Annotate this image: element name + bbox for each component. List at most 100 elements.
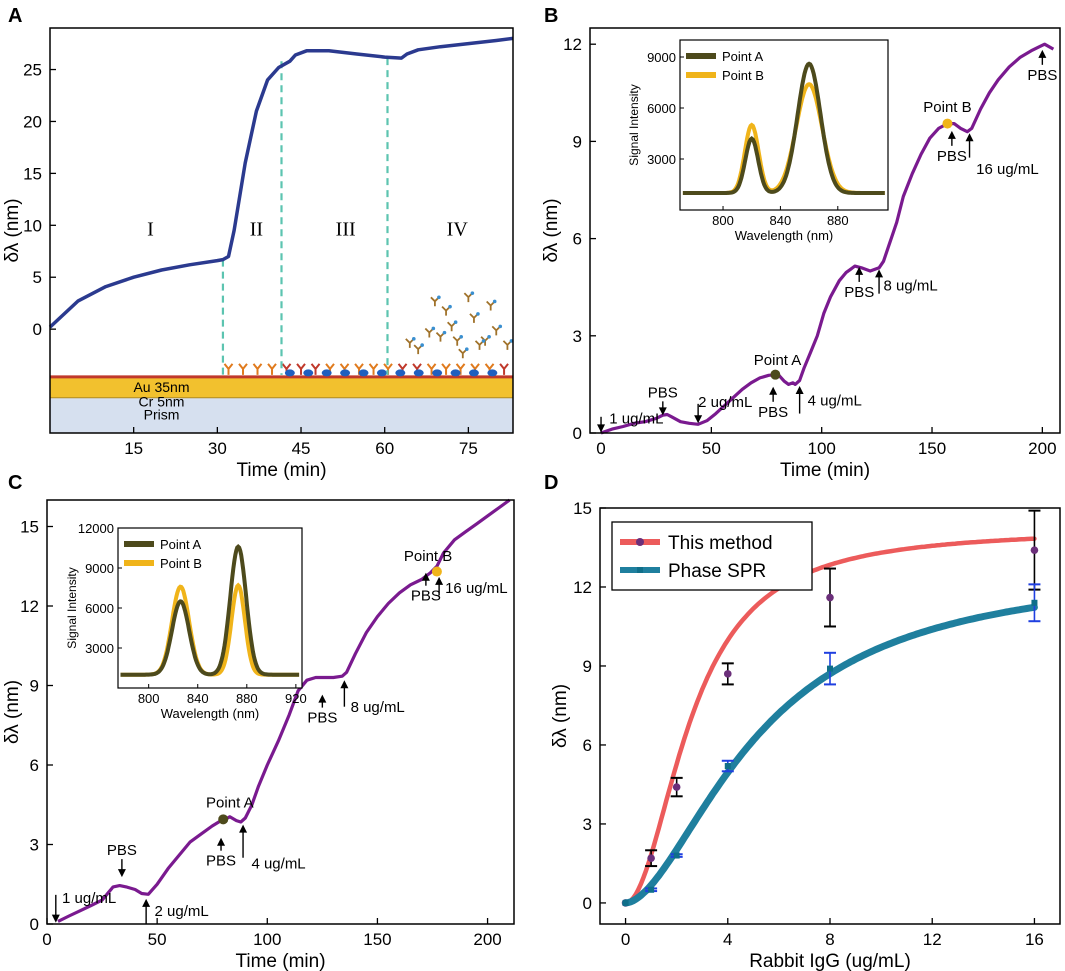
y-tick-label: 9 — [30, 677, 39, 696]
blocking-protein-icon — [303, 369, 314, 377]
antibody-icon — [267, 363, 277, 375]
legend: This method Phase SPR — [611, 521, 813, 591]
antibody-icon — [252, 363, 263, 375]
antigen-dot-icon — [448, 304, 452, 309]
y-tick-label: 3 — [30, 836, 39, 855]
inset-y-tick-label: 9000 — [647, 50, 676, 65]
region-label: I — [147, 219, 154, 241]
y-tick-label: 0 — [30, 915, 39, 934]
blocking-protein-icon — [321, 369, 332, 377]
x-tick-label: 75 — [459, 439, 478, 458]
antibody-icon — [310, 363, 321, 375]
annotation-label: 4 ug/mL — [808, 392, 862, 409]
annotation-label: Point A — [206, 794, 254, 811]
series-line-signal — [48, 36, 514, 329]
point-b-marker — [431, 566, 442, 577]
x-tick-label: 0 — [621, 930, 630, 949]
annotation-label: PBS — [1027, 67, 1057, 84]
antibody-icon — [441, 363, 451, 375]
y-tick-label: 6 — [573, 230, 582, 249]
antigen-dot-icon — [498, 324, 503, 329]
y-tick-label: 12 — [573, 578, 592, 597]
x-tick-label: 50 — [702, 439, 721, 458]
inset-frame — [117, 527, 303, 689]
y-tick-label: 5 — [33, 268, 42, 287]
x-axis-label: Time (min) — [780, 460, 870, 481]
antigen-dot-icon — [431, 326, 436, 331]
y-axis-label: δλ (nm) — [541, 198, 562, 262]
x-tick-label: 45 — [292, 439, 311, 458]
layer-label-cr: Cr 5nm — [139, 394, 185, 410]
y-tick-label: 0 — [33, 320, 42, 339]
data-point — [672, 783, 681, 791]
annotation-arrow-head — [318, 694, 327, 703]
arrow-4ug-head — [239, 824, 248, 833]
inset-legend-label: Point A — [160, 537, 202, 552]
series-line-signal — [600, 42, 1055, 435]
antigen-dot-icon — [459, 334, 464, 339]
data-point — [647, 854, 655, 862]
antigen-icon — [435, 331, 446, 342]
annotation-label: Point A — [754, 352, 802, 369]
y-tick-label: 25 — [23, 61, 42, 80]
fit-line-this-method — [623, 536, 1037, 906]
data-point — [826, 593, 834, 602]
annotation-label: PBS — [758, 404, 788, 421]
data-point — [648, 886, 655, 893]
x-tick-label: 150 — [363, 930, 391, 949]
legend-marker — [637, 567, 643, 573]
y-tick-label: 10 — [23, 216, 42, 235]
antibody-icon — [426, 363, 437, 375]
inset-y-tick-label: 3000 — [85, 641, 114, 656]
annotation-arrow-head — [117, 869, 126, 878]
inset-y-tick-label: 3000 — [647, 152, 676, 167]
x-tick-label: 30 — [208, 439, 227, 458]
arrow-2ug-head — [694, 415, 703, 424]
data-point — [673, 852, 680, 859]
y-axis-label: δλ (nm) — [550, 684, 571, 748]
antibody-icon — [296, 363, 306, 375]
antigen-icon — [469, 313, 479, 323]
legend-label: Phase SPR — [668, 561, 766, 582]
inset-x-axis-label: Wavelength (nm) — [735, 228, 834, 243]
annotation-arrow-head — [658, 407, 667, 416]
panel-d: D This method Phase SPR 0 4 8 12 16 0 3 6 9 12 15 Rabb… — [544, 472, 1061, 971]
inset-x-tick-label: 800 — [712, 213, 734, 228]
inset-legend-label: Point B — [160, 556, 202, 571]
x-tick-label: 12 — [923, 930, 942, 949]
x-tick-label: 4 — [723, 930, 732, 949]
y-tick-label: 9 — [573, 132, 582, 151]
data-point — [1030, 546, 1039, 554]
antigen-dot-icon — [476, 312, 480, 316]
x-tick-label: 50 — [148, 930, 167, 949]
panel-letter-d: D — [544, 472, 558, 494]
plot-frame — [49, 27, 514, 434]
annotation-label: PBS — [648, 384, 678, 401]
data-point — [724, 763, 731, 770]
antigen-dot-icon — [481, 339, 486, 343]
y-tick-label: 9 — [583, 657, 592, 676]
y-axis-label: δλ (nm) — [2, 198, 23, 262]
legend-label: This method — [668, 533, 773, 554]
y-tick-label: 3 — [573, 327, 582, 346]
arrow-8ug-head — [340, 680, 349, 689]
region-label: II — [250, 219, 263, 241]
inset-legend-label: Point A — [722, 49, 764, 64]
blocking-protein-icon — [450, 369, 461, 377]
antigen-dot-icon — [442, 330, 447, 335]
arrow-16ug-head — [435, 576, 444, 585]
antigen-icon — [424, 327, 434, 338]
arrow-8ug-head — [875, 269, 884, 278]
antigen-icon — [413, 344, 423, 355]
inset-x-tick-label: 880 — [827, 213, 849, 228]
arrow-2ug-head — [142, 898, 151, 907]
annotation-label: 1 ug/mL — [609, 410, 663, 427]
x-axis-label: Time (min) — [236, 460, 326, 481]
point-a-marker — [770, 369, 781, 380]
antigen-icon — [447, 321, 457, 332]
annotation-label: 16 ug/mL — [976, 161, 1039, 178]
antigen-dot-icon — [453, 320, 458, 325]
inset-legend-label: Point B — [722, 68, 764, 83]
annotation-label: PBS — [411, 588, 441, 605]
blocking-protein-icon — [468, 369, 479, 377]
